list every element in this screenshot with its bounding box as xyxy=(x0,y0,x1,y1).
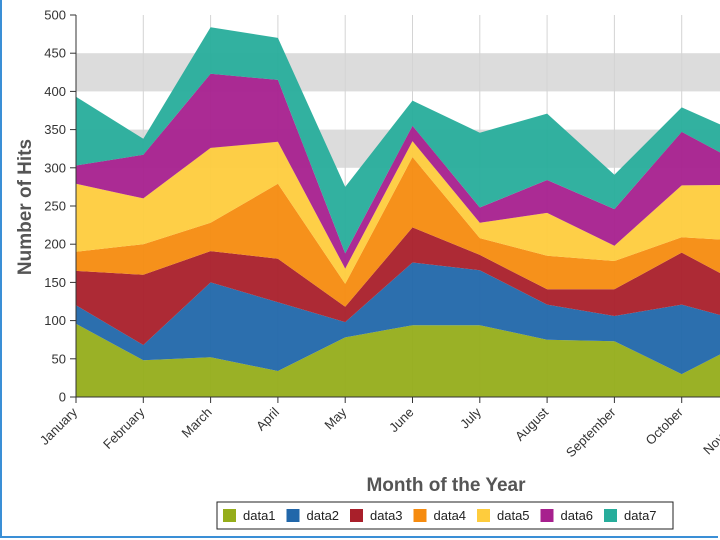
legend-swatch-data7 xyxy=(604,509,617,522)
x-axis-ticks: January February March April May June July Augu… xyxy=(37,397,720,460)
area-data7 xyxy=(76,27,720,254)
legend-item-data7[interactable]: data7 xyxy=(604,508,657,523)
x-tick-label-august: August xyxy=(512,404,551,443)
legend-label-data4: data4 xyxy=(434,508,467,523)
y-tick-label-50: 50 xyxy=(52,351,66,366)
x-tick-label-may: May xyxy=(321,404,349,432)
y-axis-ticks: 0 50 100 150 200 250 300 350 400 450 500 xyxy=(44,8,76,405)
legend-swatch-data3 xyxy=(350,509,363,522)
area-series xyxy=(76,27,720,397)
grid-band-1 xyxy=(76,53,720,92)
area-data4 xyxy=(76,157,720,307)
legend-label-data1: data1 xyxy=(243,508,276,523)
legend-item-data5[interactable]: data5 xyxy=(477,508,530,523)
legend-swatch-data2 xyxy=(286,509,300,522)
area-data5 xyxy=(76,141,720,284)
legend-item-data4[interactable]: data4 xyxy=(413,508,467,523)
area-data1 xyxy=(76,323,720,397)
x-axis-title: Month of the Year xyxy=(366,475,526,496)
legend-swatch-data1 xyxy=(223,509,236,522)
x-tick-label-january: January xyxy=(37,404,81,448)
legend-item-data1[interactable]: data1 xyxy=(223,508,276,523)
x-tick-label-october: October xyxy=(643,404,687,448)
x-tick-label-march: March xyxy=(179,405,215,441)
y-axis-title: Number of Hits xyxy=(15,139,36,275)
area-data6 xyxy=(76,73,720,269)
legend-swatch-data5 xyxy=(477,509,490,522)
y-tick-label-500: 500 xyxy=(44,8,66,23)
legend-label-data2: data2 xyxy=(307,508,340,523)
legend-swatch-data6 xyxy=(540,509,554,522)
y-tick-label-200: 200 xyxy=(44,237,66,252)
legend-item-data3[interactable]: data3 xyxy=(350,508,403,523)
legend-label-data3: data3 xyxy=(370,508,403,523)
x-tick-label-november: November xyxy=(700,404,720,457)
legend: data1 data2 data3 data4 data5 data6 data7 xyxy=(216,501,674,530)
x-tick-label-june: June xyxy=(386,405,417,436)
legend-label-data5: data5 xyxy=(497,508,530,523)
y-tick-label-450: 450 xyxy=(44,46,66,61)
x-tick-label-april: April xyxy=(253,404,282,433)
y-tick-label-350: 350 xyxy=(44,122,66,137)
x-tick-label-february: February xyxy=(100,404,148,452)
x-tick-label-july: July xyxy=(457,404,484,431)
y-tick-label-100: 100 xyxy=(44,313,66,328)
legend-label-data6: data6 xyxy=(561,508,594,523)
x-tick-label-september: September xyxy=(563,404,619,460)
area-data2 xyxy=(76,262,720,375)
area-data3 xyxy=(76,227,720,345)
y-tick-label-400: 400 xyxy=(44,84,66,99)
y-tick-label-0: 0 xyxy=(59,390,66,405)
legend-item-data6[interactable]: data6 xyxy=(540,508,594,523)
legend-swatch-data4 xyxy=(413,509,427,522)
y-tick-label-300: 300 xyxy=(44,160,66,175)
legend-label-data7: data7 xyxy=(624,508,657,523)
legend-item-data2[interactable]: data2 xyxy=(286,508,340,523)
y-tick-label-150: 150 xyxy=(44,275,66,290)
y-tick-label-250: 250 xyxy=(44,199,66,214)
